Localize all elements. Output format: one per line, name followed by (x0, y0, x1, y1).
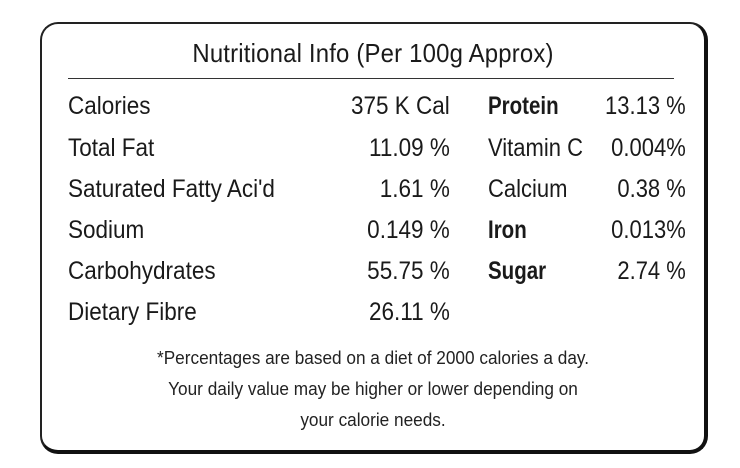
nutrient-value: 0.004% (611, 134, 686, 162)
nutrient-value: 375 K Cal (351, 92, 450, 120)
nutrient-row: Sodium 0.149 % Iron 0.013% (42, 210, 704, 250)
nutrient-label: Calcium (488, 175, 568, 203)
footnote-line: *Percentages are based on a diet of 2000… (156, 347, 590, 368)
footnote-line: Your daily value may be higher or lower … (168, 378, 578, 399)
nutrient-value: 0.38 % (617, 175, 686, 203)
nutrient-value: 11.09 % (369, 134, 450, 162)
nutrient-row: Carbohydrates 55.75 % Sugar 2.74 % (42, 251, 704, 291)
nutrient-value: 26.11 % (369, 298, 450, 326)
nutrient-label: Calories (68, 92, 151, 120)
footnote-line: your calorie needs. (300, 409, 446, 430)
title-divider (68, 78, 674, 79)
nutrient-label: Saturated Fatty Aci'd (68, 175, 275, 203)
nutrient-value: 55.75 % (367, 257, 450, 285)
nutrient-label: Total Fat (68, 134, 155, 162)
nutrition-card: Nutritional Info (Per 100g Approx) Calor… (40, 22, 708, 454)
nutrient-label: Vitamin C (488, 134, 583, 162)
nutrient-row: Calories 375 K Cal Protein 13.13 % (42, 86, 704, 126)
nutrient-label: Sodium (68, 216, 145, 244)
nutrient-label: Dietary Fibre (68, 298, 197, 326)
nutrient-value: 2.74 % (617, 257, 686, 285)
footnote: *Percentages are based on a diet of 2000… (62, 342, 684, 435)
nutrient-label: Protein (488, 92, 559, 120)
nutrient-value: 1.61 % (379, 175, 450, 203)
nutrient-label: Iron (488, 216, 527, 244)
nutrient-row: Total Fat 11.09 % Vitamin C 0.004% (42, 128, 704, 168)
nutrient-row: Saturated Fatty Aci'd 1.61 % Calcium 0.3… (42, 169, 704, 209)
nutrient-value: 13.13 % (605, 92, 686, 120)
nutrient-label: Carbohydrates (68, 257, 216, 285)
nutrient-value: 0.013% (611, 216, 686, 244)
nutrient-row: Dietary Fibre 26.11 % (42, 292, 704, 332)
card-title: Nutritional Info (Per 100g Approx) (192, 38, 554, 68)
nutrient-label: Sugar (488, 257, 547, 285)
nutrient-value: 0.149 % (367, 216, 450, 244)
